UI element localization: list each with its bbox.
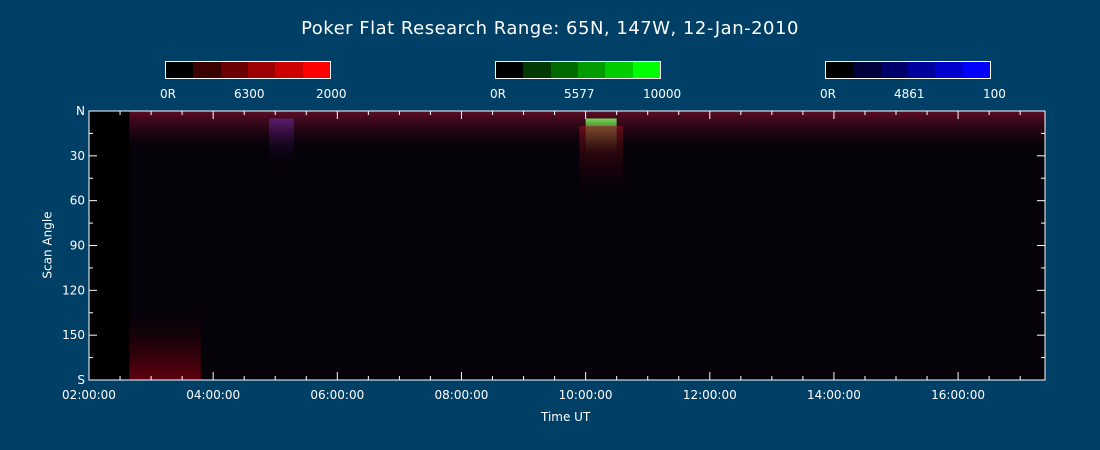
colorbar-4861-segment [962, 62, 990, 78]
colorbar-5577-segment [632, 62, 660, 78]
colorbar-6300-segment [220, 62, 248, 78]
colorbar-4861-mid-label: 4861 [894, 87, 925, 101]
colorbar-6300-segment [193, 62, 221, 78]
colorbar-6300 [165, 61, 331, 79]
colorbar-5577-min-label: 0R [490, 87, 506, 101]
colorbar-6300-mid-label: 6300 [234, 87, 265, 101]
y-tick-label: 90 [70, 239, 85, 253]
x-axis-label: Time UT [541, 410, 591, 424]
colorbar-5577-max-label: 10000 [643, 87, 682, 101]
colorbar-5577-mid-label: 5577 [564, 87, 595, 101]
y-tick-label: N [76, 104, 85, 118]
feature-3 [269, 118, 294, 164]
colorbar-5577-segment [496, 62, 524, 78]
colorbar-6300-max-label: 2000 [316, 87, 347, 101]
x-tick-label: 14:00:00 [807, 388, 861, 402]
x-tick-label: 06:00:00 [310, 388, 364, 402]
colorbar-6300-segment [166, 62, 194, 78]
colorbar-6300-min-label: 0R [160, 87, 176, 101]
y-tick-label: 150 [62, 328, 85, 342]
colorbar-4861-segment [907, 62, 936, 78]
colorbar-6300-segment [302, 62, 330, 78]
y-axis-label: Scan Angle [40, 211, 55, 279]
colorbar-4861-segment [880, 62, 908, 78]
colorbar-5577-segment [550, 62, 578, 78]
colorbar-6300-segment [275, 62, 303, 78]
colorbar-5577-segment [605, 62, 633, 78]
colorbar-4861-segment [853, 62, 881, 78]
feature-2 [579, 125, 623, 194]
x-tick-label: 08:00:00 [435, 388, 489, 402]
colorbar-4861 [825, 61, 991, 79]
chart-title: Poker Flat Research Range: 65N, 147W, 12… [301, 18, 799, 39]
y-tick-label: S [77, 373, 85, 387]
colorbar-5577 [495, 61, 661, 79]
colorbar-5577-segment [523, 62, 551, 78]
y-tick-label: 30 [70, 149, 85, 163]
colorbar-4861-min-label: 0R [820, 87, 836, 101]
y-tick-label: 120 [62, 283, 85, 297]
x-tick-label: 12:00:00 [683, 388, 737, 402]
colorbar-5577-segment [577, 62, 606, 78]
x-tick-label: 02:00:00 [62, 388, 116, 402]
colorbar-4861-segment [935, 62, 963, 78]
colorbar-4861-max-label: 100 [983, 87, 1006, 101]
x-tick-label: 16:00:00 [931, 388, 985, 402]
colorbar-6300-segment [247, 62, 276, 78]
y-tick-label: 60 [70, 194, 85, 208]
feature-4 [129, 312, 201, 380]
x-tick-label: 10:00:00 [559, 388, 613, 402]
x-tick-label: 04:00:00 [186, 388, 240, 402]
colorbar-4861-segment [826, 62, 854, 78]
